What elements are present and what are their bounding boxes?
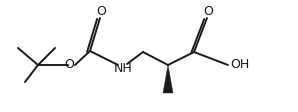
Text: NH: NH [114,61,132,74]
Text: O: O [64,57,74,70]
Text: O: O [203,4,213,17]
Polygon shape [163,65,173,93]
Text: O: O [96,4,106,17]
Text: OH: OH [230,58,250,71]
